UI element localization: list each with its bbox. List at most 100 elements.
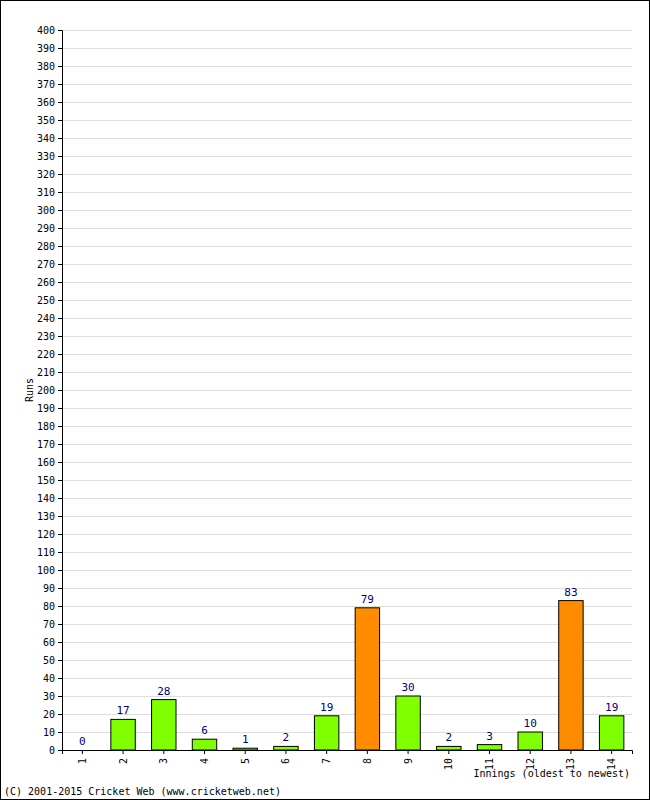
bar <box>274 746 298 750</box>
y-axis-title: Runs <box>24 378 35 402</box>
y-tick: 130 <box>37 511 62 522</box>
x-tick: 5 <box>240 750 251 764</box>
data-label: 19 <box>320 701 333 714</box>
grid-line <box>62 426 632 427</box>
tick-label: 220 <box>37 349 55 360</box>
tick-label: 1 <box>77 758 88 764</box>
bar <box>355 608 379 750</box>
bar <box>192 739 216 750</box>
bar <box>111 719 135 750</box>
y-tick: 30 <box>43 691 62 702</box>
y-tick: 40 <box>43 673 62 684</box>
grid-line <box>62 660 632 661</box>
tick-mark <box>408 750 409 754</box>
tick-mark <box>58 102 62 103</box>
tick-label: 350 <box>37 115 55 126</box>
y-tick: 260 <box>37 277 62 288</box>
bar <box>559 601 583 750</box>
frame <box>1 1 650 800</box>
tick-label: 7 <box>321 758 332 764</box>
grid-line <box>62 534 632 535</box>
y-tick: 290 <box>37 223 62 234</box>
y-tick: 340 <box>37 133 62 144</box>
tick-label: 240 <box>37 313 55 324</box>
grid-line <box>62 606 632 607</box>
grid-line <box>62 570 632 571</box>
grid-line <box>62 624 632 625</box>
tick-mark <box>58 696 62 697</box>
y-tick: 310 <box>37 187 62 198</box>
chart: 0172861219793023108319010203040506070809… <box>0 0 650 800</box>
grid-line <box>62 354 632 355</box>
data-label: 17 <box>116 704 129 717</box>
tick-mark <box>245 750 246 754</box>
tick-label: 6 <box>280 758 291 764</box>
bar <box>152 700 176 750</box>
grid-line <box>62 714 632 715</box>
x-tick: 2 <box>118 750 129 764</box>
grid-line <box>62 732 632 733</box>
bar <box>70 750 94 751</box>
tick-mark <box>58 156 62 157</box>
tick-mark <box>58 390 62 391</box>
tick-label: 260 <box>37 277 55 288</box>
data-label: 30 <box>401 681 414 694</box>
tick-label: 80 <box>43 601 55 612</box>
y-tick: 80 <box>43 601 62 612</box>
grid-line <box>62 66 632 67</box>
tick-label: 360 <box>37 97 55 108</box>
tick-label: 270 <box>37 259 55 270</box>
tick-mark <box>58 30 62 31</box>
y-tick: 390 <box>37 43 62 54</box>
grid-line <box>62 444 632 445</box>
tick-mark <box>58 660 62 661</box>
x-tick: 7 <box>321 750 332 764</box>
tick-mark <box>58 570 62 571</box>
tick-label: 200 <box>37 385 55 396</box>
bar <box>314 716 338 750</box>
y-tick: 240 <box>37 313 62 324</box>
tick-mark <box>58 282 62 283</box>
y-tick: 220 <box>37 349 62 360</box>
tick-label: 290 <box>37 223 55 234</box>
grid-line <box>62 498 632 499</box>
grid-line <box>62 138 632 139</box>
y-tick: 120 <box>37 529 62 540</box>
bar <box>518 732 542 750</box>
tick-mark <box>58 300 62 301</box>
tick-mark <box>58 732 62 733</box>
tick-mark <box>58 624 62 625</box>
grid-line <box>62 336 632 337</box>
data-label: 79 <box>361 593 374 606</box>
grid-line <box>62 282 632 283</box>
annotation: (C) 2001-2015 Cricket Web (www.cricketwe… <box>4 786 281 797</box>
data-label: 3 <box>486 730 493 743</box>
tick-mark <box>326 750 327 754</box>
grid-line <box>62 246 632 247</box>
tick-label: 340 <box>37 133 55 144</box>
grid-line <box>62 372 632 373</box>
tick-mark <box>58 606 62 607</box>
tick-mark <box>58 66 62 67</box>
data-label: 6 <box>201 724 208 737</box>
y-tick: 300 <box>37 205 62 216</box>
tick-mark <box>58 552 62 553</box>
tick-mark <box>123 750 124 754</box>
tick-mark <box>58 210 62 211</box>
tick-label: 100 <box>37 565 55 576</box>
bar <box>396 696 420 750</box>
y-tick: 230 <box>37 331 62 342</box>
bars <box>111 601 624 750</box>
tick-mark <box>58 354 62 355</box>
y-tick: 60 <box>43 637 62 648</box>
tick-label: 70 <box>43 619 55 630</box>
tick-mark <box>58 138 62 139</box>
tick-label: 320 <box>37 169 55 180</box>
x-tick: 1 <box>77 750 88 764</box>
y-tick: 210 <box>37 367 62 378</box>
tick-label: 9 <box>403 758 414 764</box>
bar <box>233 748 257 750</box>
tick-mark <box>163 750 164 754</box>
x-tick: 3 <box>158 750 169 764</box>
tick-mark <box>58 120 62 121</box>
